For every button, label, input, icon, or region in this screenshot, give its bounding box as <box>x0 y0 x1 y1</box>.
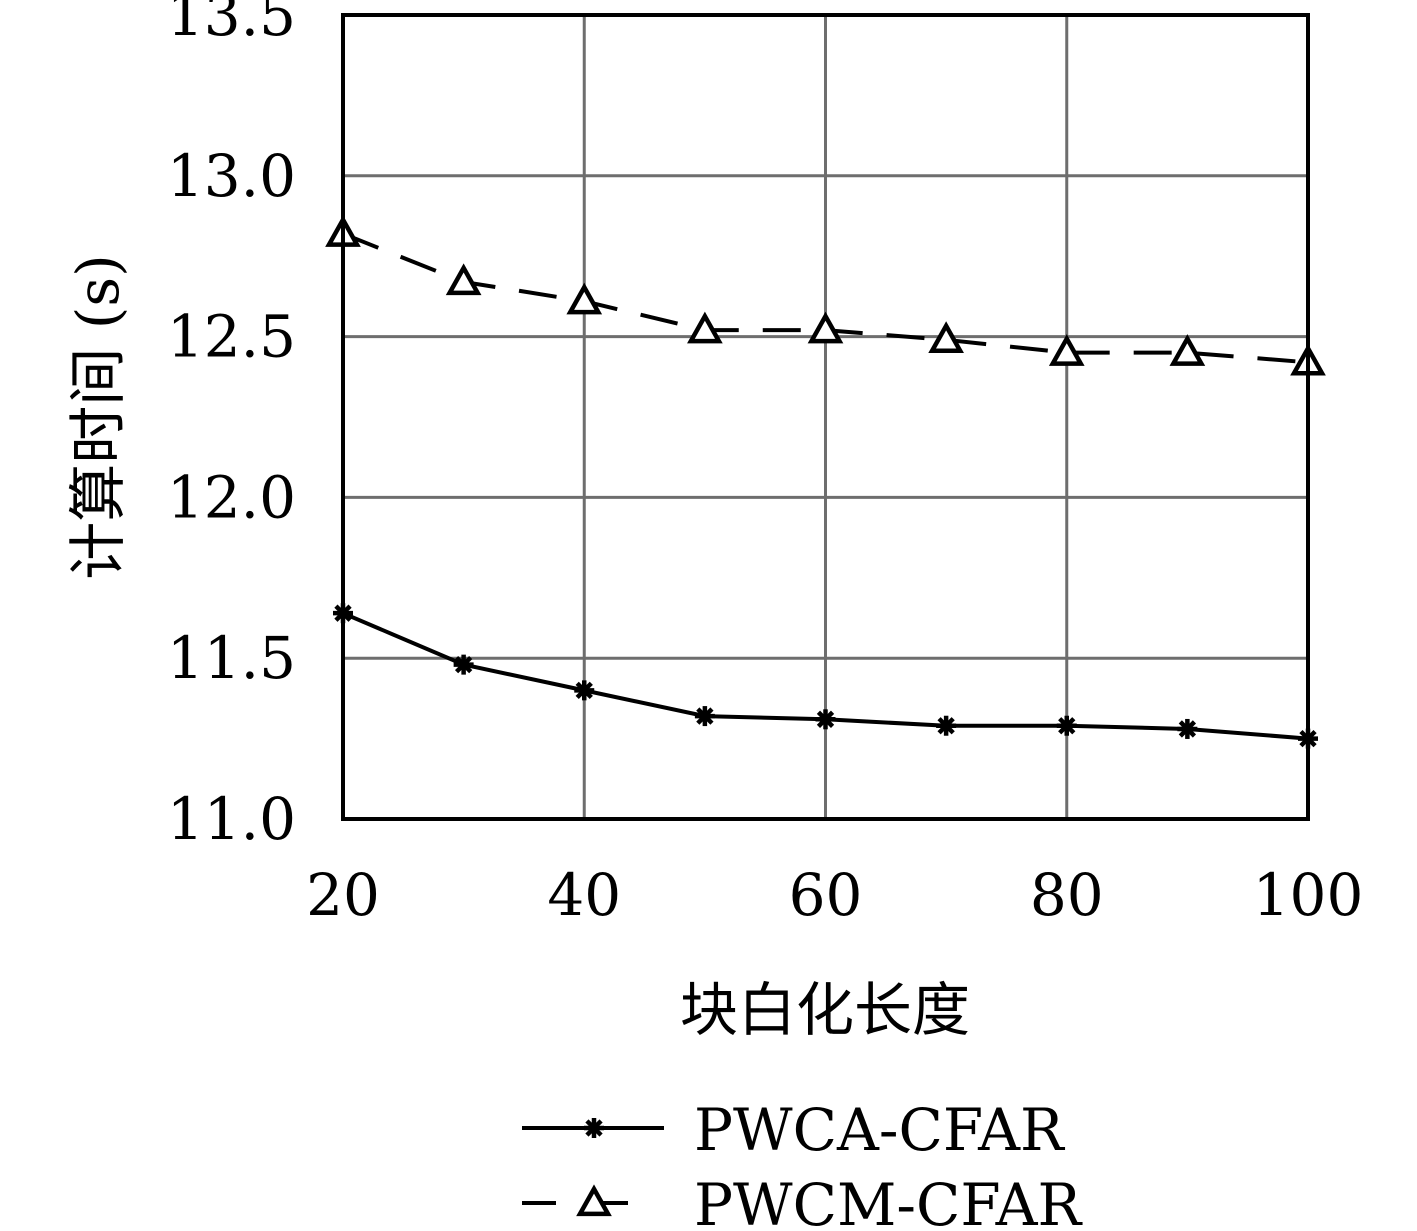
data-point <box>566 282 603 315</box>
plot-frame <box>341 13 1310 821</box>
x-tick-label: 60 <box>789 861 863 929</box>
data-point <box>694 706 715 727</box>
data-point <box>1169 334 1206 366</box>
x-axis-label: 块白化长度 <box>680 976 970 1044</box>
data-point <box>445 263 482 296</box>
legend-marker <box>584 1118 604 1138</box>
y-tick-label: 13.0 <box>167 142 296 210</box>
data-point <box>687 311 723 344</box>
data-point <box>453 654 474 675</box>
y-axis-label: 计算时间 (s) <box>64 254 132 579</box>
y-tick-label: 11.0 <box>167 785 296 853</box>
x-tick-label: 40 <box>547 861 621 929</box>
data-point <box>807 311 844 344</box>
legend-label: PWCM-CFAR <box>694 1171 1083 1231</box>
legend-item: PWCM-CFAR <box>522 1171 1083 1231</box>
legend-marker <box>576 1184 612 1217</box>
x-tick-label: 20 <box>306 861 380 929</box>
data-point <box>936 715 957 736</box>
x-tick-label: 80 <box>1030 861 1104 929</box>
x-tick-label: 100 <box>1253 861 1364 929</box>
y-tick-label: 11.5 <box>167 624 296 692</box>
series-PWCM-CFAR <box>325 215 1326 376</box>
data-point <box>1056 715 1077 736</box>
legend-label: PWCA-CFAR <box>694 1096 1066 1164</box>
data-point <box>574 680 595 701</box>
y-tick-label: 12.5 <box>167 303 296 371</box>
grid <box>341 13 1310 821</box>
tick-labels: 11.0 11.5 12.0 12.5 13.0 13.5 20 40 60 80 100 <box>167 0 1364 929</box>
data-point <box>815 709 836 730</box>
legend-item: PWCA-CFAR <box>522 1096 1066 1164</box>
data-point <box>928 321 964 353</box>
legend: PWCA-CFAR PWCM-CFAR <box>522 1096 1083 1231</box>
y-tick-label: 13.5 <box>167 0 296 49</box>
data-point <box>1177 718 1198 739</box>
data-point <box>1048 334 1085 366</box>
y-tick-label: 12.0 <box>167 463 296 531</box>
